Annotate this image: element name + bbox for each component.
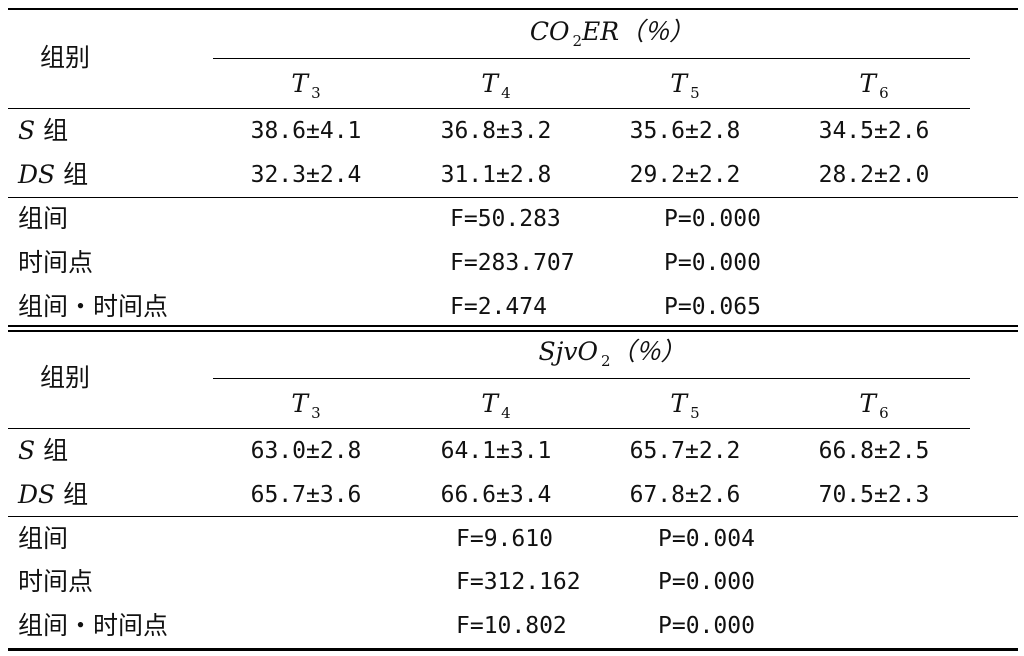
table1-row-s-label: S 组: [18, 116, 69, 145]
table1-row-ds-t3: 32.3±2.4: [250, 162, 362, 188]
table1-stat-label-between: 组间: [18, 204, 69, 233]
table2-row-ds-label: DS 组: [18, 480, 89, 509]
table1-header-sub-rule: [213, 58, 970, 59]
table1-parameter-header: CO 2ER（％）: [529, 17, 695, 50]
table2-row-ds-t4: 66.6±3.4: [440, 482, 552, 508]
table2-stat-f-interaction: F=10.802: [456, 613, 567, 639]
table2-stat-p-between: P=0.004: [658, 526, 755, 552]
table1-row-s-t5: 35.6±2.8: [629, 118, 741, 144]
table1-row-s-t3: 38.6±4.1: [250, 118, 362, 144]
table1-row-ds-t4: 31.1±2.8: [440, 162, 552, 188]
table2-stat-label-interaction: 组间・时间点: [18, 611, 169, 640]
table-separator-rule-2: [8, 330, 1018, 332]
table2-row-ds-t5: 67.8±2.6: [629, 482, 741, 508]
table2-stat-label-between: 组间: [18, 524, 69, 553]
table2-header-sub-rule: [213, 378, 970, 379]
table2-body-rule: [8, 516, 1018, 517]
table2-row-ds-t3: 65.7±3.6: [250, 482, 362, 508]
table1-stat-p-between: P=0.000: [664, 206, 761, 232]
table2-row-s-t4: 64.1±3.1: [440, 438, 552, 464]
table2-row-s-t5: 65.7±2.2: [629, 438, 741, 464]
table1-header-bottom-rule: [8, 108, 970, 109]
table1-stat-label-time: 时间点: [18, 248, 94, 277]
table2-group-header: 组别: [40, 363, 91, 392]
table2-header-bottom-rule: [8, 428, 970, 429]
table2-row-s-t3: 63.0±2.8: [250, 438, 362, 464]
table1-stat-p-time: P=0.000: [664, 250, 761, 276]
table1-row-ds-t5: 29.2±2.2: [629, 162, 741, 188]
table1-row-s-t4: 36.8±3.2: [440, 118, 552, 144]
table1-top-rule: [8, 8, 1018, 10]
table1-stat-label-interaction: 组间・时间点: [18, 292, 169, 321]
table2-parameter-header: SjvO 2（％）: [538, 337, 686, 370]
table2-row-ds-t6: 70.5±2.3: [818, 482, 930, 508]
table1-row-ds-label: DS 组: [18, 160, 89, 189]
table1-stat-p-interaction: P=0.065: [664, 294, 761, 320]
table2-stat-p-time: P=0.000: [658, 569, 755, 595]
table1-stat-f-between: F=50.283: [450, 206, 561, 232]
table1-row-s-t6: 34.5±2.6: [818, 118, 930, 144]
table1-stat-f-interaction: F=2.474: [450, 294, 547, 320]
table2-stat-p-interaction: P=0.000: [658, 613, 755, 639]
table2-stat-f-between: F=9.610: [456, 526, 553, 552]
table-separator-rule-1: [8, 325, 1018, 327]
table2-bottom-rule: [8, 648, 1018, 651]
table2-row-s-t6: 66.8±2.5: [818, 438, 930, 464]
table1-body-rule: [8, 197, 1018, 198]
table2-stat-f-time: F=312.162: [456, 569, 581, 595]
table2-stat-label-time: 时间点: [18, 567, 94, 596]
table1-stat-f-time: F=283.707: [450, 250, 575, 276]
table1-group-header: 组别: [40, 43, 91, 72]
table1-row-ds-t6: 28.2±2.0: [818, 162, 930, 188]
table2-row-s-label: S 组: [18, 436, 69, 465]
